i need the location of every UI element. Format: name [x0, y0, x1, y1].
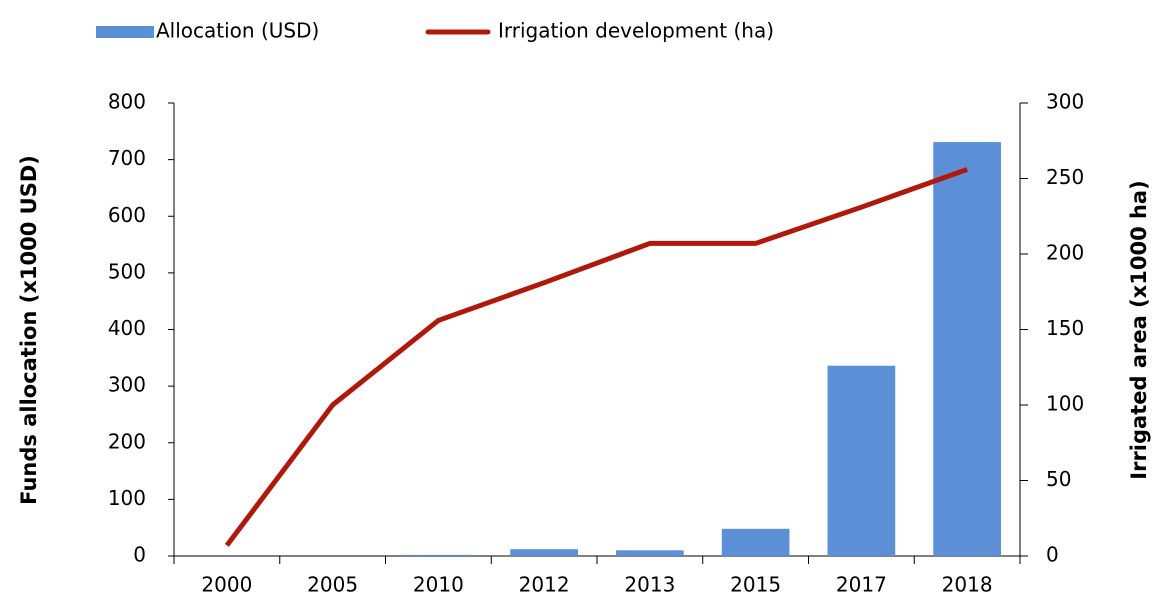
bar	[510, 549, 578, 556]
y-tick-label: 300	[108, 373, 146, 397]
y2-tick-label: 50	[1046, 467, 1071, 491]
y2-axis-title: Irrigated area (x1000 ha)	[1127, 180, 1151, 479]
y-tick-label: 500	[108, 259, 146, 283]
x-tick-label: 2012	[519, 573, 570, 597]
x-tick-label: 2013	[624, 573, 675, 597]
bar	[721, 528, 790, 556]
y2-tick-label: 250	[1046, 165, 1084, 189]
y2-tick-label: 100	[1046, 392, 1084, 416]
legend-swatch	[96, 26, 154, 38]
y2-tick-label: 150	[1046, 316, 1084, 340]
y-tick-label: 0	[133, 543, 146, 567]
y2-tick-label: 200	[1046, 241, 1084, 265]
bar	[827, 365, 896, 556]
x-tick-label: 2015	[730, 573, 781, 597]
y2-tick-label: 0	[1046, 543, 1059, 567]
bar	[404, 554, 473, 556]
y-tick-label: 400	[108, 316, 146, 340]
y-tick-label: 200	[108, 429, 146, 453]
x-tick-label: 2000	[201, 573, 252, 597]
y-tick-label: 700	[108, 146, 146, 170]
y2-tick-label: 300	[1046, 90, 1084, 114]
bar	[933, 142, 1001, 557]
x-tick-label: 2005	[307, 573, 358, 597]
x-tick-label: 2018	[942, 573, 993, 597]
line	[224, 167, 968, 547]
legend-label: Irrigation development (ha)	[498, 19, 774, 43]
y-axis-title: Funds allocation (x1000 USD)	[17, 155, 41, 505]
y-tick-label: 800	[108, 90, 146, 114]
x-tick-label: 2010	[413, 573, 464, 597]
x-tick-label: 2017	[836, 573, 887, 597]
legend-label: Allocation (USD)	[156, 19, 319, 43]
bar	[616, 550, 684, 556]
y-tick-label: 100	[108, 486, 146, 510]
y-tick-label: 600	[108, 203, 146, 227]
